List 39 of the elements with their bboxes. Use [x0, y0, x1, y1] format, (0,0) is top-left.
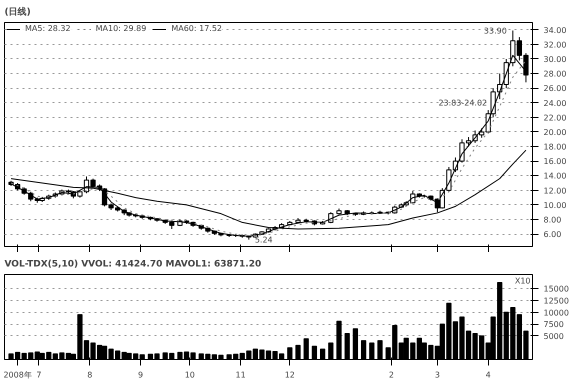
x-tick-label: 12	[284, 370, 295, 380]
y-tick-label: 10.00	[544, 200, 566, 210]
legend-label: MA5: 28.32	[25, 24, 71, 33]
y-tick-label: 12500	[544, 296, 569, 306]
y-tick-label: 15000	[544, 284, 569, 294]
y-tick-label: 32.00	[544, 40, 566, 50]
x-tick-label: 3	[434, 370, 440, 380]
annotation: 33.90	[484, 26, 507, 36]
x-tick-label: 8	[87, 370, 92, 380]
y-tick-label: 26.00	[544, 84, 566, 94]
y-tick-label: 24.00	[544, 98, 566, 108]
x-tick-label: 11	[236, 370, 246, 380]
y-tick-label: 28.00	[544, 70, 566, 79]
x-tick-label: 10	[184, 370, 195, 380]
x-tick-label: 2	[388, 370, 394, 380]
x-tick-label: 2008年	[3, 370, 32, 380]
chart-title: VOL-TDX(5,10) VVOL: 41424.70 MAVOL1: 63871.20	[4, 260, 262, 270]
legend-label: MA60: 17.52	[171, 24, 222, 33]
annotation: 5.24	[254, 236, 273, 245]
y-tick-label: 22.00	[544, 113, 566, 122]
legend-label: MA10: 29.89	[96, 24, 146, 33]
annotation: 23.83-24.02	[438, 98, 488, 108]
y-tick-label: 14.00	[544, 172, 566, 181]
y-tick-label: 7500	[544, 320, 564, 330]
y-tick-label: 10000	[544, 308, 569, 318]
chart-title: (日线)	[4, 6, 31, 18]
y-tick-label: 16.00	[544, 157, 566, 166]
annotation: X10	[514, 276, 531, 286]
x-tick-label: 4	[486, 370, 491, 380]
y-tick-label: 18.00	[544, 142, 566, 152]
y-tick-label: 5000	[544, 332, 564, 341]
x-tick-label: 9	[138, 370, 144, 380]
y-tick-label: 6.00	[544, 230, 562, 240]
y-tick-label: 8.00	[544, 216, 562, 225]
y-tick-label: 12.00	[544, 186, 566, 196]
y-tick-label: 34.00	[544, 26, 566, 35]
x-tick-label: 7	[36, 370, 42, 380]
y-tick-label: 30.00	[544, 54, 566, 64]
y-tick-label: 20.00	[544, 128, 566, 137]
